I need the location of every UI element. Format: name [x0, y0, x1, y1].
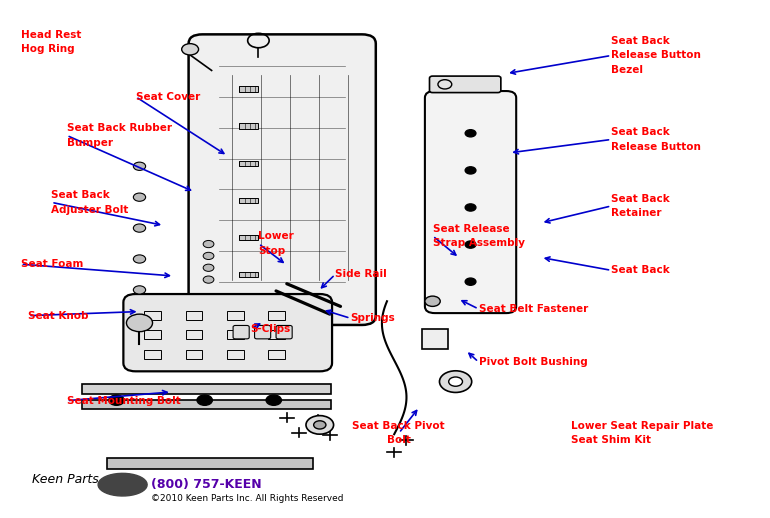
Text: Head Rest: Head Rest: [21, 30, 81, 40]
Circle shape: [465, 167, 476, 174]
Text: Seat Mounting Bolt: Seat Mounting Bolt: [66, 396, 180, 406]
Text: S-Clips: S-Clips: [251, 324, 291, 334]
Text: Seat Knob: Seat Knob: [28, 311, 89, 321]
Circle shape: [313, 421, 326, 429]
Circle shape: [133, 286, 146, 294]
Bar: [82, 384, 331, 394]
Text: Lower: Lower: [259, 232, 294, 241]
Text: Seat Foam: Seat Foam: [21, 259, 83, 269]
Bar: [186, 310, 203, 320]
Circle shape: [465, 130, 476, 137]
Circle shape: [133, 255, 146, 263]
Circle shape: [449, 377, 463, 386]
Text: Seat Belt Fastener: Seat Belt Fastener: [479, 304, 588, 314]
Bar: [239, 123, 259, 128]
Circle shape: [266, 395, 281, 405]
Text: Lower Seat Repair Plate: Lower Seat Repair Plate: [571, 421, 713, 431]
Circle shape: [197, 395, 213, 405]
Text: (800) 757-KEEN: (800) 757-KEEN: [151, 478, 262, 491]
Bar: [107, 458, 313, 469]
Text: Bumper: Bumper: [66, 138, 112, 148]
Bar: [239, 87, 259, 92]
Text: Springs: Springs: [350, 313, 395, 323]
Text: Seat Cover: Seat Cover: [136, 92, 200, 102]
Bar: [239, 272, 259, 277]
Text: Seat Back: Seat Back: [52, 190, 110, 200]
Circle shape: [465, 204, 476, 211]
Circle shape: [440, 371, 472, 393]
Bar: [269, 310, 285, 320]
Bar: [144, 330, 161, 339]
Text: Release Button: Release Button: [611, 50, 701, 61]
Bar: [269, 330, 285, 339]
Text: Seat Back: Seat Back: [611, 194, 670, 204]
Text: Side Rail: Side Rail: [335, 269, 387, 279]
Bar: [227, 310, 244, 320]
Circle shape: [465, 241, 476, 248]
Text: Seat Shim Kit: Seat Shim Kit: [571, 435, 651, 445]
Text: Release Button: Release Button: [611, 142, 701, 152]
Circle shape: [133, 224, 146, 232]
Bar: [239, 235, 259, 240]
FancyBboxPatch shape: [425, 91, 516, 313]
Bar: [82, 400, 331, 409]
Bar: [422, 328, 448, 349]
Text: Seat Back: Seat Back: [611, 265, 670, 276]
Text: Adjuster Bolt: Adjuster Bolt: [52, 205, 129, 214]
Circle shape: [133, 162, 146, 170]
Text: Seat Back Pivot: Seat Back Pivot: [353, 421, 445, 431]
Text: Retainer: Retainer: [611, 208, 662, 218]
Bar: [227, 330, 244, 339]
Bar: [239, 198, 259, 203]
Circle shape: [203, 276, 214, 283]
Bar: [239, 161, 259, 166]
Text: Keen Parts: Keen Parts: [32, 473, 99, 486]
Circle shape: [465, 278, 476, 285]
Text: Seat Back: Seat Back: [611, 36, 670, 46]
Text: Bolt: Bolt: [387, 435, 410, 445]
Circle shape: [109, 395, 124, 405]
Text: Seat Release: Seat Release: [433, 224, 509, 234]
Polygon shape: [98, 473, 147, 496]
Bar: [186, 330, 203, 339]
Circle shape: [425, 296, 440, 307]
Text: ©2010 Keen Parts Inc. All Rights Reserved: ©2010 Keen Parts Inc. All Rights Reserve…: [151, 494, 343, 502]
FancyBboxPatch shape: [233, 325, 249, 339]
Bar: [144, 310, 161, 320]
FancyBboxPatch shape: [276, 325, 292, 339]
Bar: [186, 350, 203, 359]
Text: Bezel: Bezel: [611, 65, 643, 75]
FancyBboxPatch shape: [189, 34, 376, 325]
Bar: [269, 350, 285, 359]
Text: Seat Back: Seat Back: [611, 127, 670, 137]
Circle shape: [203, 240, 214, 248]
Circle shape: [133, 193, 146, 202]
Text: Pivot Bolt Bushing: Pivot Bolt Bushing: [479, 357, 588, 367]
FancyBboxPatch shape: [123, 294, 332, 371]
Circle shape: [203, 252, 214, 260]
Bar: [144, 350, 161, 359]
Bar: [227, 350, 244, 359]
Circle shape: [203, 264, 214, 271]
Text: Hog Ring: Hog Ring: [21, 45, 74, 54]
Circle shape: [306, 415, 333, 434]
Circle shape: [182, 44, 199, 55]
FancyBboxPatch shape: [430, 76, 500, 93]
FancyBboxPatch shape: [255, 325, 271, 339]
Text: Stop: Stop: [259, 246, 286, 256]
Circle shape: [126, 314, 152, 332]
Text: Seat Back Rubber: Seat Back Rubber: [66, 123, 172, 133]
Text: Strap Assembly: Strap Assembly: [433, 238, 524, 248]
